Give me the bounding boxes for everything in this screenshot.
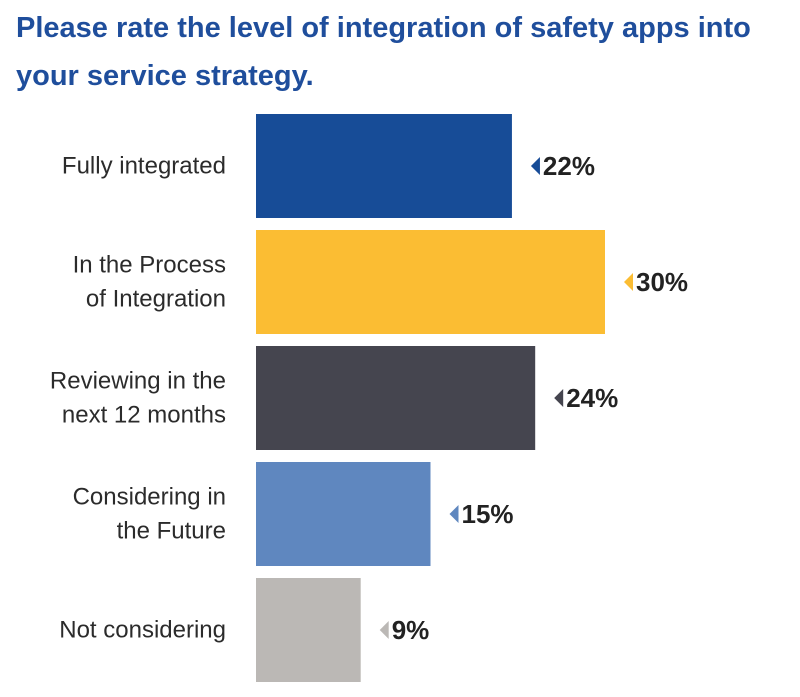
- category-label: next 12 months: [62, 402, 226, 429]
- value-label: 15%: [462, 499, 514, 529]
- pointer-triangle-icon: [624, 273, 633, 291]
- value-label: 24%: [566, 383, 618, 413]
- pointer-triangle-icon: [379, 621, 389, 639]
- value-label: 30%: [636, 267, 688, 297]
- chart-title: Please rate the level of integration of …: [16, 12, 751, 92]
- bar: [256, 462, 431, 566]
- category-label: Not considering: [59, 617, 226, 644]
- category-label: the Future: [117, 518, 226, 545]
- pointer-triangle-icon: [530, 157, 540, 175]
- category-label: of Integration: [86, 286, 226, 313]
- bar: [256, 114, 512, 218]
- category-label: Fully integrated: [62, 153, 226, 180]
- category-label: In the Process: [73, 252, 226, 279]
- category-label: Reviewing in the: [50, 368, 226, 395]
- value-label: 9%: [392, 615, 430, 645]
- bar: [256, 578, 361, 682]
- bar: [256, 346, 536, 450]
- value-label: 22%: [543, 151, 595, 181]
- pointer-triangle-icon: [449, 505, 459, 523]
- category-label: Considering in: [73, 484, 226, 511]
- bar: [256, 230, 605, 334]
- pointer-triangle-icon: [554, 389, 564, 407]
